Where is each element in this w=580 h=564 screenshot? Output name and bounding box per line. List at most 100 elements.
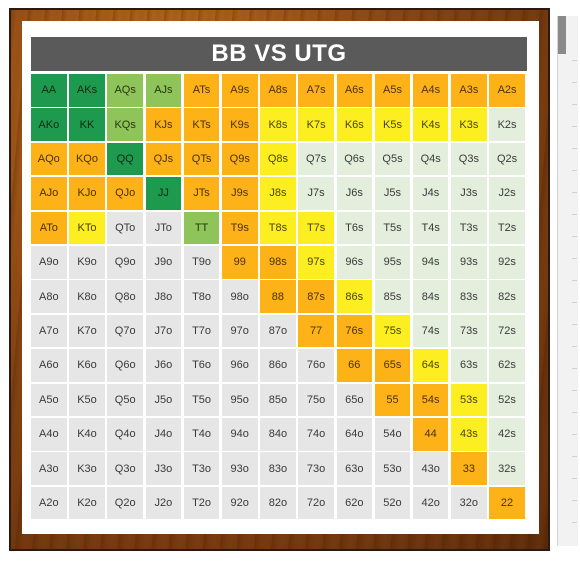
side-strip-line [572,192,577,193]
hand-cell-q8o: Q8o [107,280,143,313]
hand-cell-qjo: QJo [107,177,143,210]
hand-cell-94o: 94o [221,417,258,451]
hand-range-grid: AA AKs AQs AJs ATs A9s A8s A7s A6s A5s A4s A3s A2s AK… [31,74,525,520]
hand-cell-q6o: Q6o [107,349,143,382]
hand-cell-a8o: A8o [31,280,67,313]
hand-cell-a8s: A8s [260,74,296,107]
hand-cell-j4s: J4s [412,177,449,210]
hand-cell-j3s: J3s [451,177,487,210]
side-strip-line [572,500,577,501]
hand-cell-ats: ATs [183,74,220,107]
hand-cell-k9s: K9s [221,108,258,141]
hand-cell-76o: 76o [298,349,334,382]
hand-cell-92o: 92o [221,486,258,520]
hand-cell-a5s: A5s [374,74,411,107]
hand-cell-75o: 75o [298,383,334,417]
hand-cell-t2s: T2s [489,211,525,245]
hand-cell-65o: 65o [336,383,373,417]
hand-cell-54o: 54o [374,417,411,451]
hand-cell-83s: 83s [451,280,487,313]
hand-cell-95o: 95o [221,383,258,417]
side-strip-line [572,214,577,215]
hand-cell-96o: 96o [221,349,258,382]
hand-cell-j5o: J5o [145,383,182,417]
hand-cell-a9s: A9s [221,74,258,107]
hand-cell-k8o: K8o [69,280,105,313]
hand-cell-93o: 93o [221,452,258,485]
hand-cell-63o: 63o [336,452,373,485]
hand-cell-ajs: AJs [145,74,182,107]
hand-cell-t3s: T3s [451,211,487,245]
side-strip-line [572,368,577,369]
hand-cell-42s: 42s [489,417,525,451]
hand-cell-ako: AKo [31,108,67,141]
hand-cell-t6o: T6o [183,349,220,382]
hand-cell-83o: 83o [260,452,296,485]
hand-cell-62o: 62o [336,486,373,520]
side-strip-line [572,126,577,127]
hand-cell-t9o: T9o [183,245,220,279]
side-strip-line [572,434,577,435]
hand-cell-q3s: Q3s [451,142,487,176]
hand-cell-t8o: T8o [183,280,220,313]
hand-cell-85s: 85s [374,280,411,313]
hand-cell-qq: QQ [107,142,143,176]
hand-cell-q6s: Q6s [336,142,373,176]
hand-cell-t9s: T9s [221,211,258,245]
side-strip-line [572,60,577,61]
hand-cell-t3o: T3o [183,452,220,485]
hand-cell-72o: 72o [298,486,334,520]
hand-cell-22: 22 [489,486,525,520]
hand-cell-77: 77 [298,314,334,348]
hand-cell-ajo: AJo [31,177,67,210]
hand-cell-k6o: K6o [69,349,105,382]
hand-cell-64o: 64o [336,417,373,451]
hand-cell-jto: JTo [145,211,182,245]
hand-cell-94s: 94s [412,245,449,279]
hand-cell-kts: KTs [183,108,220,141]
scrollbar-thumb[interactable] [558,16,566,54]
hand-cell-a5o: A5o [31,383,67,417]
hand-cell-a2o: A2o [31,486,67,520]
hand-cell-k7o: K7o [69,314,105,348]
hand-cell-q4s: Q4s [412,142,449,176]
hand-cell-q2o: Q2o [107,486,143,520]
hand-cell-86s: 86s [336,280,373,313]
hand-cell-q2s: Q2s [489,142,525,176]
hand-cell-74o: 74o [298,417,334,451]
hand-cell-aqs: AQs [107,74,143,107]
hand-cell-jj: JJ [145,177,182,210]
side-strip-line [572,522,577,523]
hand-cell-92s: 92s [489,245,525,279]
hand-cell-74s: 74s [412,314,449,348]
hand-cell-k5o: K5o [69,383,105,417]
hand-cell-t2o: T2o [183,486,220,520]
hand-cell-t5s: T5s [374,211,411,245]
side-strip-line [572,280,577,281]
hand-cell-kqs: KQs [107,108,143,141]
hand-cell-32o: 32o [451,486,487,520]
hand-cell-q8s: Q8s [260,142,296,176]
hand-cell-q4o: Q4o [107,417,143,451]
side-strip-line [572,258,577,259]
hand-cell-j6s: J6s [336,177,373,210]
hand-cell-q9o: Q9o [107,245,143,279]
hand-cell-kjs: KJs [145,108,182,141]
hand-cell-jts: JTs [183,177,220,210]
hand-cell-t7s: T7s [298,211,334,245]
hand-cell-a7o: A7o [31,314,67,348]
hand-cell-j9s: J9s [221,177,258,210]
hand-cell-k3o: K3o [69,452,105,485]
hand-cell-87o: 87o [260,314,296,348]
hand-cell-52o: 52o [374,486,411,520]
hand-cell-43o: 43o [412,452,449,485]
hand-cell-q5s: Q5s [374,142,411,176]
hand-cell-85o: 85o [260,383,296,417]
hand-cell-a7s: A7s [298,74,334,107]
side-strip-line [572,412,577,413]
hand-cell-84s: 84s [412,280,449,313]
hand-cell-q9s: Q9s [221,142,258,176]
hand-cell-a2s: A2s [489,74,525,107]
hand-cell-t4s: T4s [412,211,449,245]
hand-cell-j7o: J7o [145,314,182,348]
